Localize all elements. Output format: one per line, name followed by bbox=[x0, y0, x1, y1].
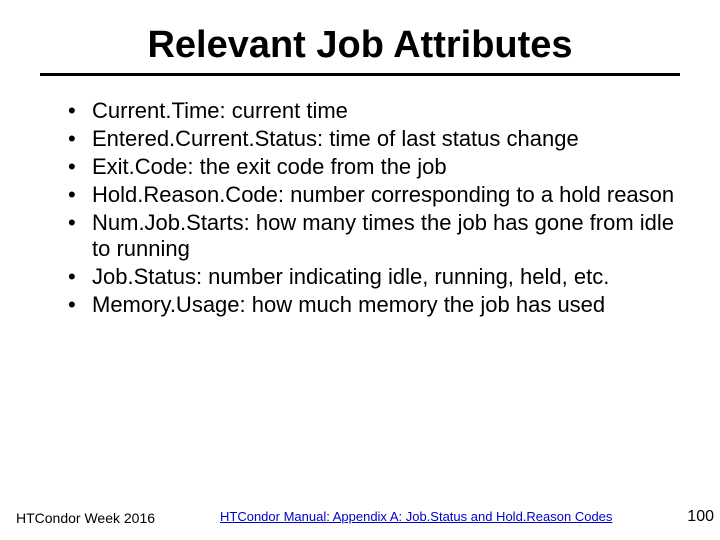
slide: Relevant Job Attributes Current.Time: cu… bbox=[0, 0, 720, 540]
footer-link[interactable]: HTCondor Manual: Appendix A: Job.Status … bbox=[220, 509, 612, 524]
footer-left: HTCondor Week 2016 bbox=[16, 510, 155, 526]
list-item: Hold.Reason.Code: number corresponding t… bbox=[68, 182, 680, 208]
slide-title: Relevant Job Attributes bbox=[40, 24, 680, 67]
list-item: Current.Time: current time bbox=[68, 98, 680, 124]
title-rule bbox=[40, 73, 680, 76]
bullet-list: Current.Time: current time Entered.Curre… bbox=[40, 98, 680, 318]
list-item: Num.Job.Starts: how many times the job h… bbox=[68, 210, 680, 262]
page-number: 100 bbox=[687, 508, 714, 526]
list-item: Entered.Current.Status: time of last sta… bbox=[68, 126, 680, 152]
list-item: Exit.Code: the exit code from the job bbox=[68, 154, 680, 180]
list-item: Job.Status: number indicating idle, runn… bbox=[68, 264, 680, 290]
list-item: Memory.Usage: how much memory the job ha… bbox=[68, 292, 680, 318]
